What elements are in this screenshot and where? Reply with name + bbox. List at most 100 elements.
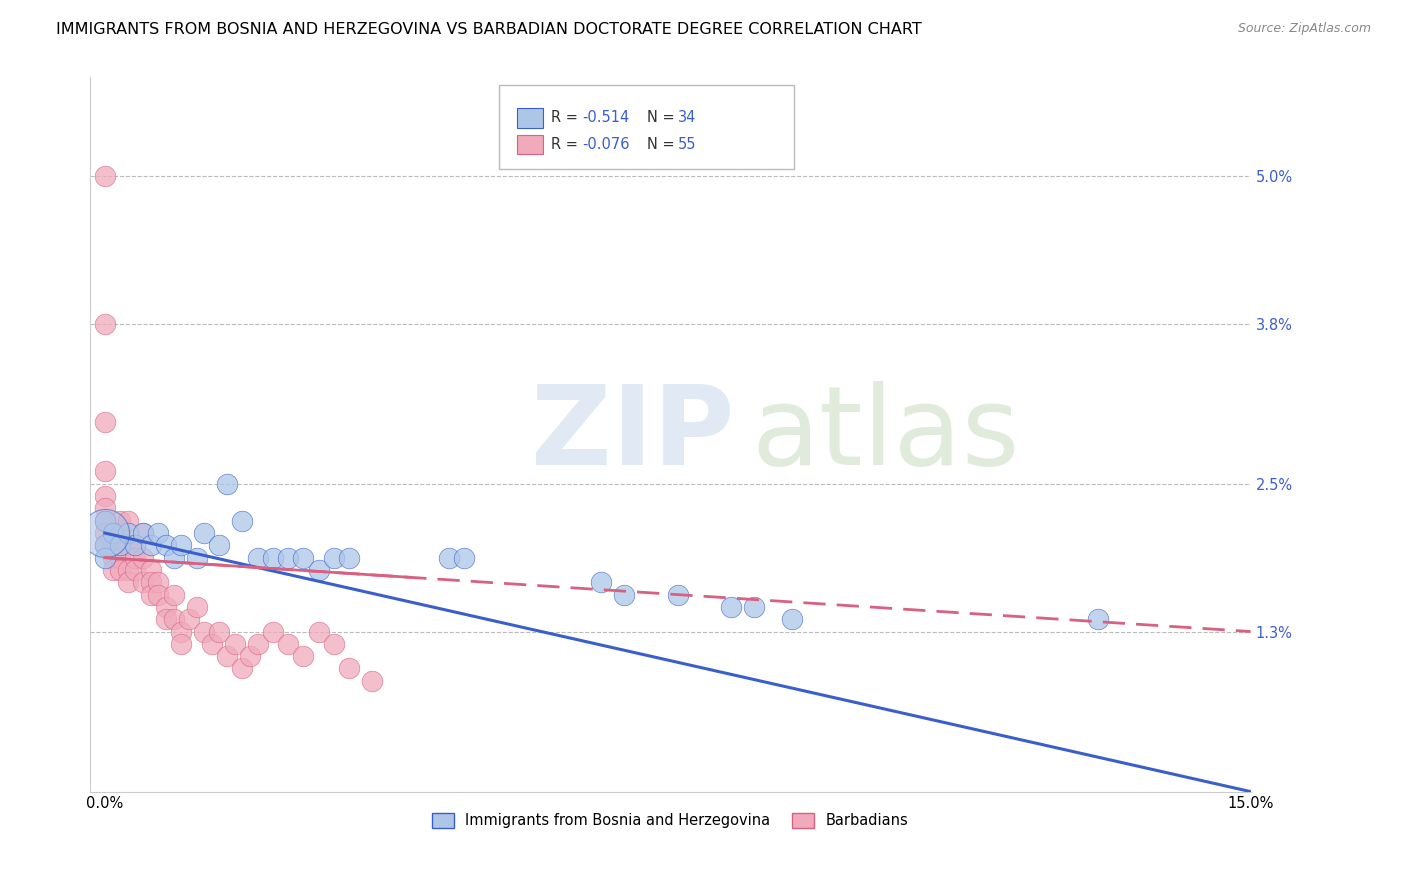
Point — [666, 588, 689, 602]
Point — [162, 612, 184, 626]
Point — [217, 649, 239, 664]
Point — [108, 538, 131, 552]
Text: R =: R = — [551, 111, 582, 125]
Text: -0.076: -0.076 — [582, 137, 630, 152]
Text: Source: ZipAtlas.com: Source: ZipAtlas.com — [1237, 22, 1371, 36]
Point — [177, 612, 200, 626]
Point — [155, 612, 177, 626]
Point — [231, 514, 253, 528]
Point — [94, 538, 117, 552]
Point — [94, 550, 117, 565]
Point — [292, 550, 315, 565]
Point — [277, 637, 299, 651]
Point — [337, 661, 360, 675]
Point — [117, 514, 139, 528]
Point — [308, 624, 330, 639]
Point — [186, 599, 208, 614]
Point — [148, 575, 170, 590]
Point — [217, 476, 239, 491]
Point — [361, 673, 384, 688]
Point — [117, 575, 139, 590]
Point — [139, 575, 162, 590]
Point — [139, 538, 162, 552]
Point — [139, 563, 162, 577]
Point — [246, 637, 269, 651]
Point — [132, 526, 155, 541]
Point — [94, 526, 117, 541]
Point — [186, 550, 208, 565]
Point — [170, 624, 193, 639]
Text: atlas: atlas — [751, 381, 1019, 488]
Text: ZIP: ZIP — [531, 381, 734, 488]
Point — [337, 550, 360, 565]
Point — [193, 526, 215, 541]
Text: N =: N = — [647, 111, 679, 125]
Point — [94, 169, 117, 183]
Point — [94, 415, 117, 429]
Point — [132, 550, 155, 565]
Point — [262, 550, 284, 565]
Point — [124, 538, 146, 552]
Point — [108, 550, 131, 565]
Point — [720, 599, 742, 614]
Point — [162, 588, 184, 602]
Text: R =: R = — [551, 137, 582, 152]
Point — [124, 550, 146, 565]
Point — [591, 575, 613, 590]
Point — [208, 624, 231, 639]
Point — [101, 526, 124, 541]
Point — [117, 538, 139, 552]
Point — [94, 514, 117, 528]
Point — [155, 538, 177, 552]
Point — [94, 489, 117, 503]
Point — [613, 588, 636, 602]
Point — [148, 588, 170, 602]
Point — [782, 612, 804, 626]
Point — [108, 526, 131, 541]
Text: IMMIGRANTS FROM BOSNIA AND HERZEGOVINA VS BARBADIAN DOCTORATE DEGREE CORRELATION: IMMIGRANTS FROM BOSNIA AND HERZEGOVINA V… — [56, 22, 922, 37]
Point — [117, 563, 139, 577]
Point — [101, 526, 124, 541]
Point — [101, 563, 124, 577]
Point — [308, 563, 330, 577]
Point — [292, 649, 315, 664]
Point — [437, 550, 460, 565]
Point — [170, 637, 193, 651]
Point — [742, 599, 765, 614]
Point — [132, 575, 155, 590]
Point — [162, 550, 184, 565]
Point — [231, 661, 253, 675]
Legend: Immigrants from Bosnia and Herzegovina, Barbadians: Immigrants from Bosnia and Herzegovina, … — [426, 807, 914, 834]
Point — [94, 526, 117, 541]
Point — [139, 588, 162, 602]
Text: 55: 55 — [678, 137, 696, 152]
Point — [124, 563, 146, 577]
Point — [155, 599, 177, 614]
Point — [277, 550, 299, 565]
Point — [94, 465, 117, 479]
Point — [323, 637, 346, 651]
Point — [239, 649, 262, 664]
Point — [108, 563, 131, 577]
Text: N =: N = — [647, 137, 679, 152]
Point — [94, 317, 117, 331]
Text: 34: 34 — [678, 111, 696, 125]
Point — [262, 624, 284, 639]
Point — [132, 526, 155, 541]
Point — [148, 526, 170, 541]
Text: -0.514: -0.514 — [582, 111, 630, 125]
Point — [208, 538, 231, 552]
Point — [124, 538, 146, 552]
Point — [453, 550, 475, 565]
Point — [117, 526, 139, 541]
Point — [101, 538, 124, 552]
Point — [94, 501, 117, 516]
Point — [201, 637, 224, 651]
Point — [101, 550, 124, 565]
Point — [170, 538, 193, 552]
Point — [1087, 612, 1109, 626]
Point — [224, 637, 246, 651]
Point — [246, 550, 269, 565]
Point — [323, 550, 346, 565]
Point — [108, 514, 131, 528]
